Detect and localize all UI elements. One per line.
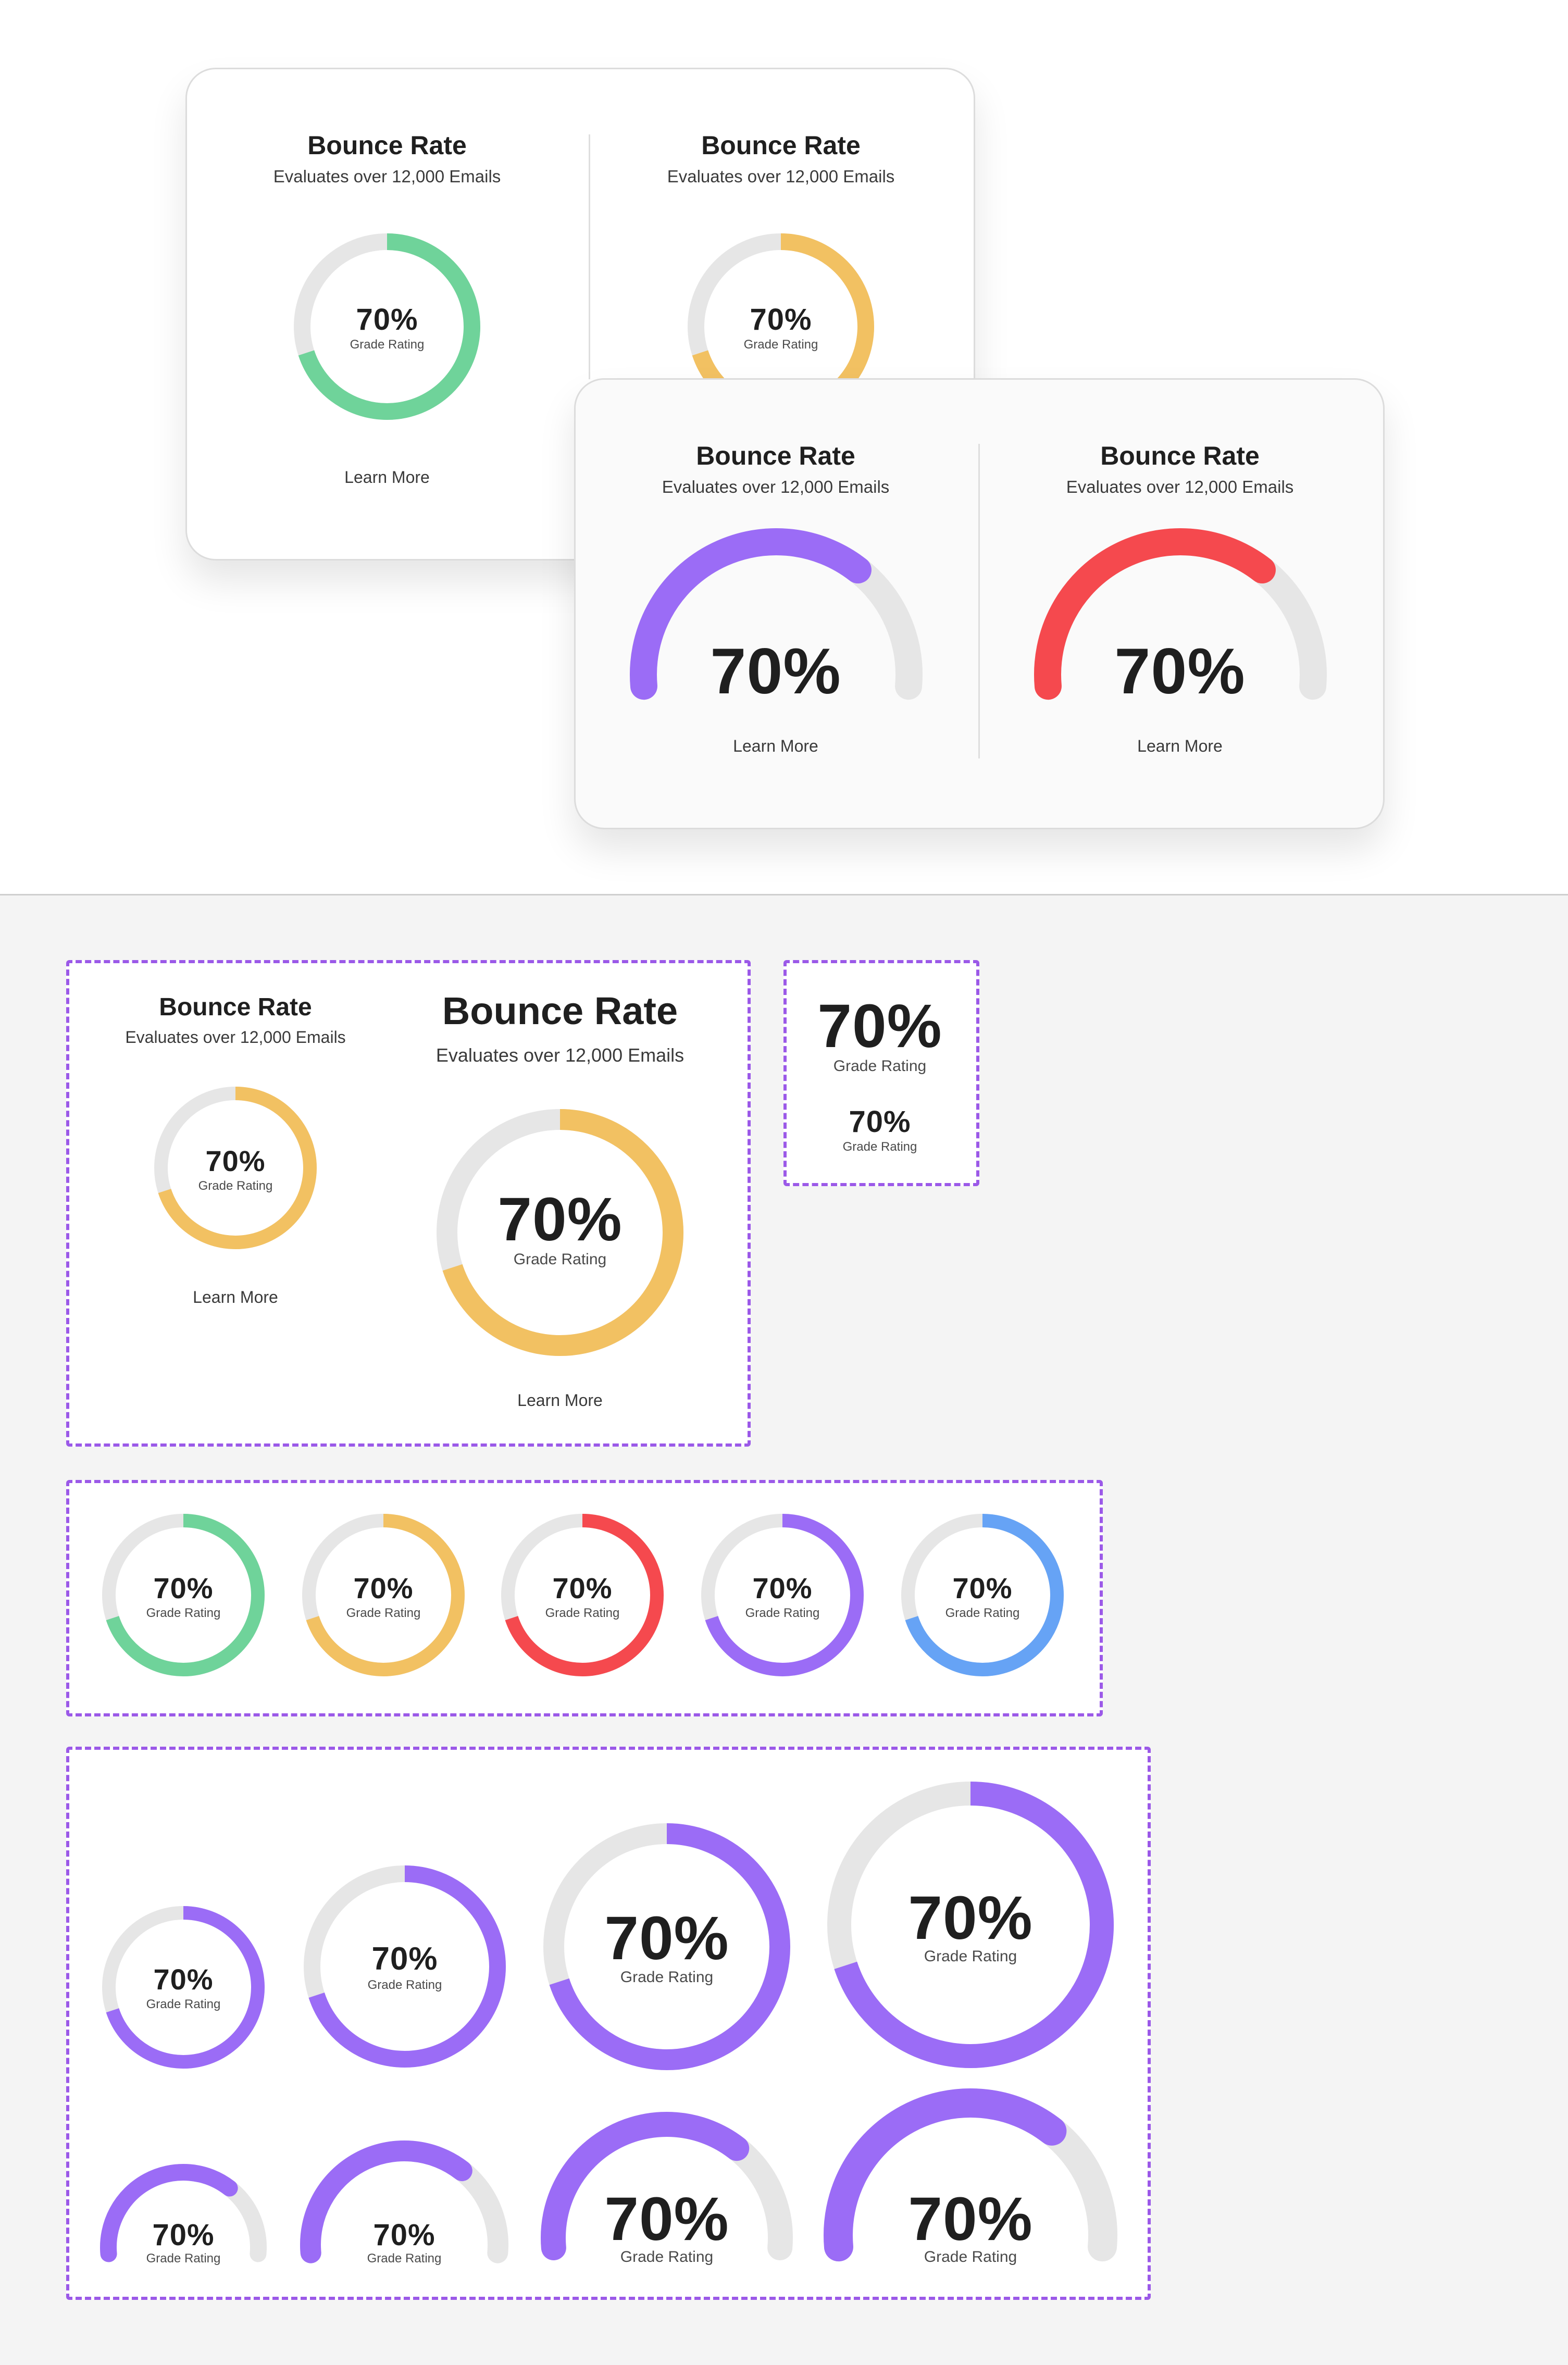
percent-value: 70% (752, 1572, 813, 1604)
ring-chart-purple (701, 1514, 864, 1676)
card-title: Bounce Rate (159, 993, 312, 1021)
card-title: Bounce Rate (307, 131, 467, 160)
percent-value: 70% (205, 1144, 266, 1177)
grade-label: Grade Rating (146, 2251, 221, 2266)
percent-value: 70% (497, 1185, 623, 1254)
gauge-chart-purple (100, 2164, 267, 2262)
percent-value: 70% (373, 2218, 435, 2252)
card-subtitle: Evaluates over 12,000 Emails (273, 167, 501, 186)
gauge-progress (630, 528, 872, 700)
ring-progress (705, 1514, 864, 1676)
card-subtitle: Evaluates over 12,000 Emails (667, 167, 895, 186)
card-divider (978, 444, 980, 758)
grade-label: Grade Rating (745, 1606, 820, 1620)
percent-value: 70% (710, 636, 841, 707)
gauge-progress (1034, 528, 1276, 700)
ring-chart-purple (543, 1823, 790, 2070)
grade-label: Grade Rating (146, 1997, 221, 2011)
percent-value: 70% (371, 1941, 438, 1977)
ring-chart-purple (304, 1865, 506, 2068)
learn-more-link[interactable]: Learn More (733, 737, 818, 755)
ring-chart-red (501, 1514, 664, 1676)
grade-label: Grade Rating (146, 1606, 221, 1620)
grade-label: Grade Rating (367, 1978, 442, 1992)
ring-chart-green (102, 1514, 265, 1676)
ring-progress (106, 1514, 265, 1676)
grade-label: Grade Rating (198, 1179, 273, 1193)
ring-progress (905, 1514, 1064, 1676)
card-title: Bounce Rate (701, 131, 861, 160)
percent-value: 70% (353, 1572, 414, 1604)
card-divider (589, 134, 590, 379)
ring-chart-green (294, 233, 480, 420)
grade-label: Grade Rating (513, 1251, 607, 1268)
ring-progress (834, 1782, 1114, 2068)
ring-progress (505, 1514, 664, 1676)
gauge-chart-purple (300, 2140, 508, 2263)
ring-progress (106, 1906, 265, 2069)
grade-label-large: Grade Rating (833, 1057, 927, 1075)
learn-more-link[interactable]: Learn More (344, 468, 430, 487)
gauge-chart-purple (824, 2088, 1117, 2262)
card-subtitle: Evaluates over 12,000 Emails (662, 477, 890, 496)
ring-progress (442, 1109, 683, 1356)
section-divider (0, 894, 1568, 895)
percent-value: 70% (604, 1904, 729, 1973)
card-subtitle: Evaluates over 12,000 Emails (125, 1028, 346, 1047)
component-sizes-frame (66, 960, 751, 1447)
percent-value-small: 70% (849, 1105, 911, 1139)
grade-label: Grade Rating (545, 1606, 620, 1620)
ring-progress (298, 233, 480, 420)
percent-value: 70% (908, 2185, 1033, 2254)
card-title: Bounce Rate (696, 441, 855, 470)
grade-label: Grade Rating (620, 2248, 714, 2266)
percent-value: 70% (908, 1884, 1033, 1952)
grade-label-small: Grade Rating (842, 1140, 917, 1154)
learn-more-link[interactable]: Learn More (193, 1288, 278, 1306)
ring-progress (308, 1865, 506, 2068)
ring-chart-yellow (302, 1514, 465, 1676)
percent-value: 70% (1114, 636, 1246, 707)
percent-value: 70% (153, 1963, 214, 1996)
percent-value: 70% (152, 2218, 215, 2252)
grade-label: Grade Rating (743, 338, 818, 352)
grade-label: Grade Rating (924, 2248, 1017, 2266)
gauge-progress (824, 2088, 1067, 2262)
grade-label: Grade Rating (367, 2251, 442, 2266)
gauge-chart-purple (541, 2112, 793, 2260)
ring-chart-purple (102, 1906, 265, 2069)
gauge-progress (541, 2112, 750, 2260)
grade-label: Grade Rating (350, 338, 425, 352)
gauge-progress (100, 2164, 238, 2262)
percent-value: 70% (750, 303, 812, 337)
ring-chart-yellow (437, 1109, 683, 1356)
learn-more-link[interactable]: Learn More (1137, 737, 1223, 755)
ring-chart-purple (827, 1782, 1114, 2068)
card-title: Bounce Rate (442, 989, 678, 1032)
percent-value: 70% (604, 2185, 729, 2254)
grade-label: Grade Rating (924, 1948, 1017, 1965)
card-title: Bounce Rate (1100, 441, 1260, 470)
gauge-chart-red (1034, 528, 1327, 700)
learn-more-link[interactable]: Learn More (517, 1391, 603, 1410)
gauge-chart-purple (630, 528, 923, 700)
ring-progress (158, 1087, 317, 1249)
percent-value: 70% (356, 303, 418, 337)
ring-progress (549, 1823, 790, 2070)
percent-value: 70% (952, 1572, 1013, 1604)
text-styles-frame (783, 960, 979, 1186)
gauge-progress (300, 2140, 472, 2263)
grade-label: Grade Rating (945, 1606, 1020, 1620)
grade-label: Grade Rating (346, 1606, 421, 1620)
card-subtitle: Evaluates over 12,000 Emails (1066, 477, 1294, 496)
ring-chart-yellow (154, 1087, 317, 1249)
ring-chart-blue (901, 1514, 1064, 1676)
card-subtitle: Evaluates over 12,000 Emails (435, 1044, 685, 1066)
grade-label: Grade Rating (620, 1969, 714, 1986)
ring-progress (306, 1514, 465, 1676)
percent-value-large: 70% (817, 992, 942, 1061)
percent-value: 70% (552, 1572, 613, 1604)
percent-value: 70% (153, 1572, 214, 1604)
